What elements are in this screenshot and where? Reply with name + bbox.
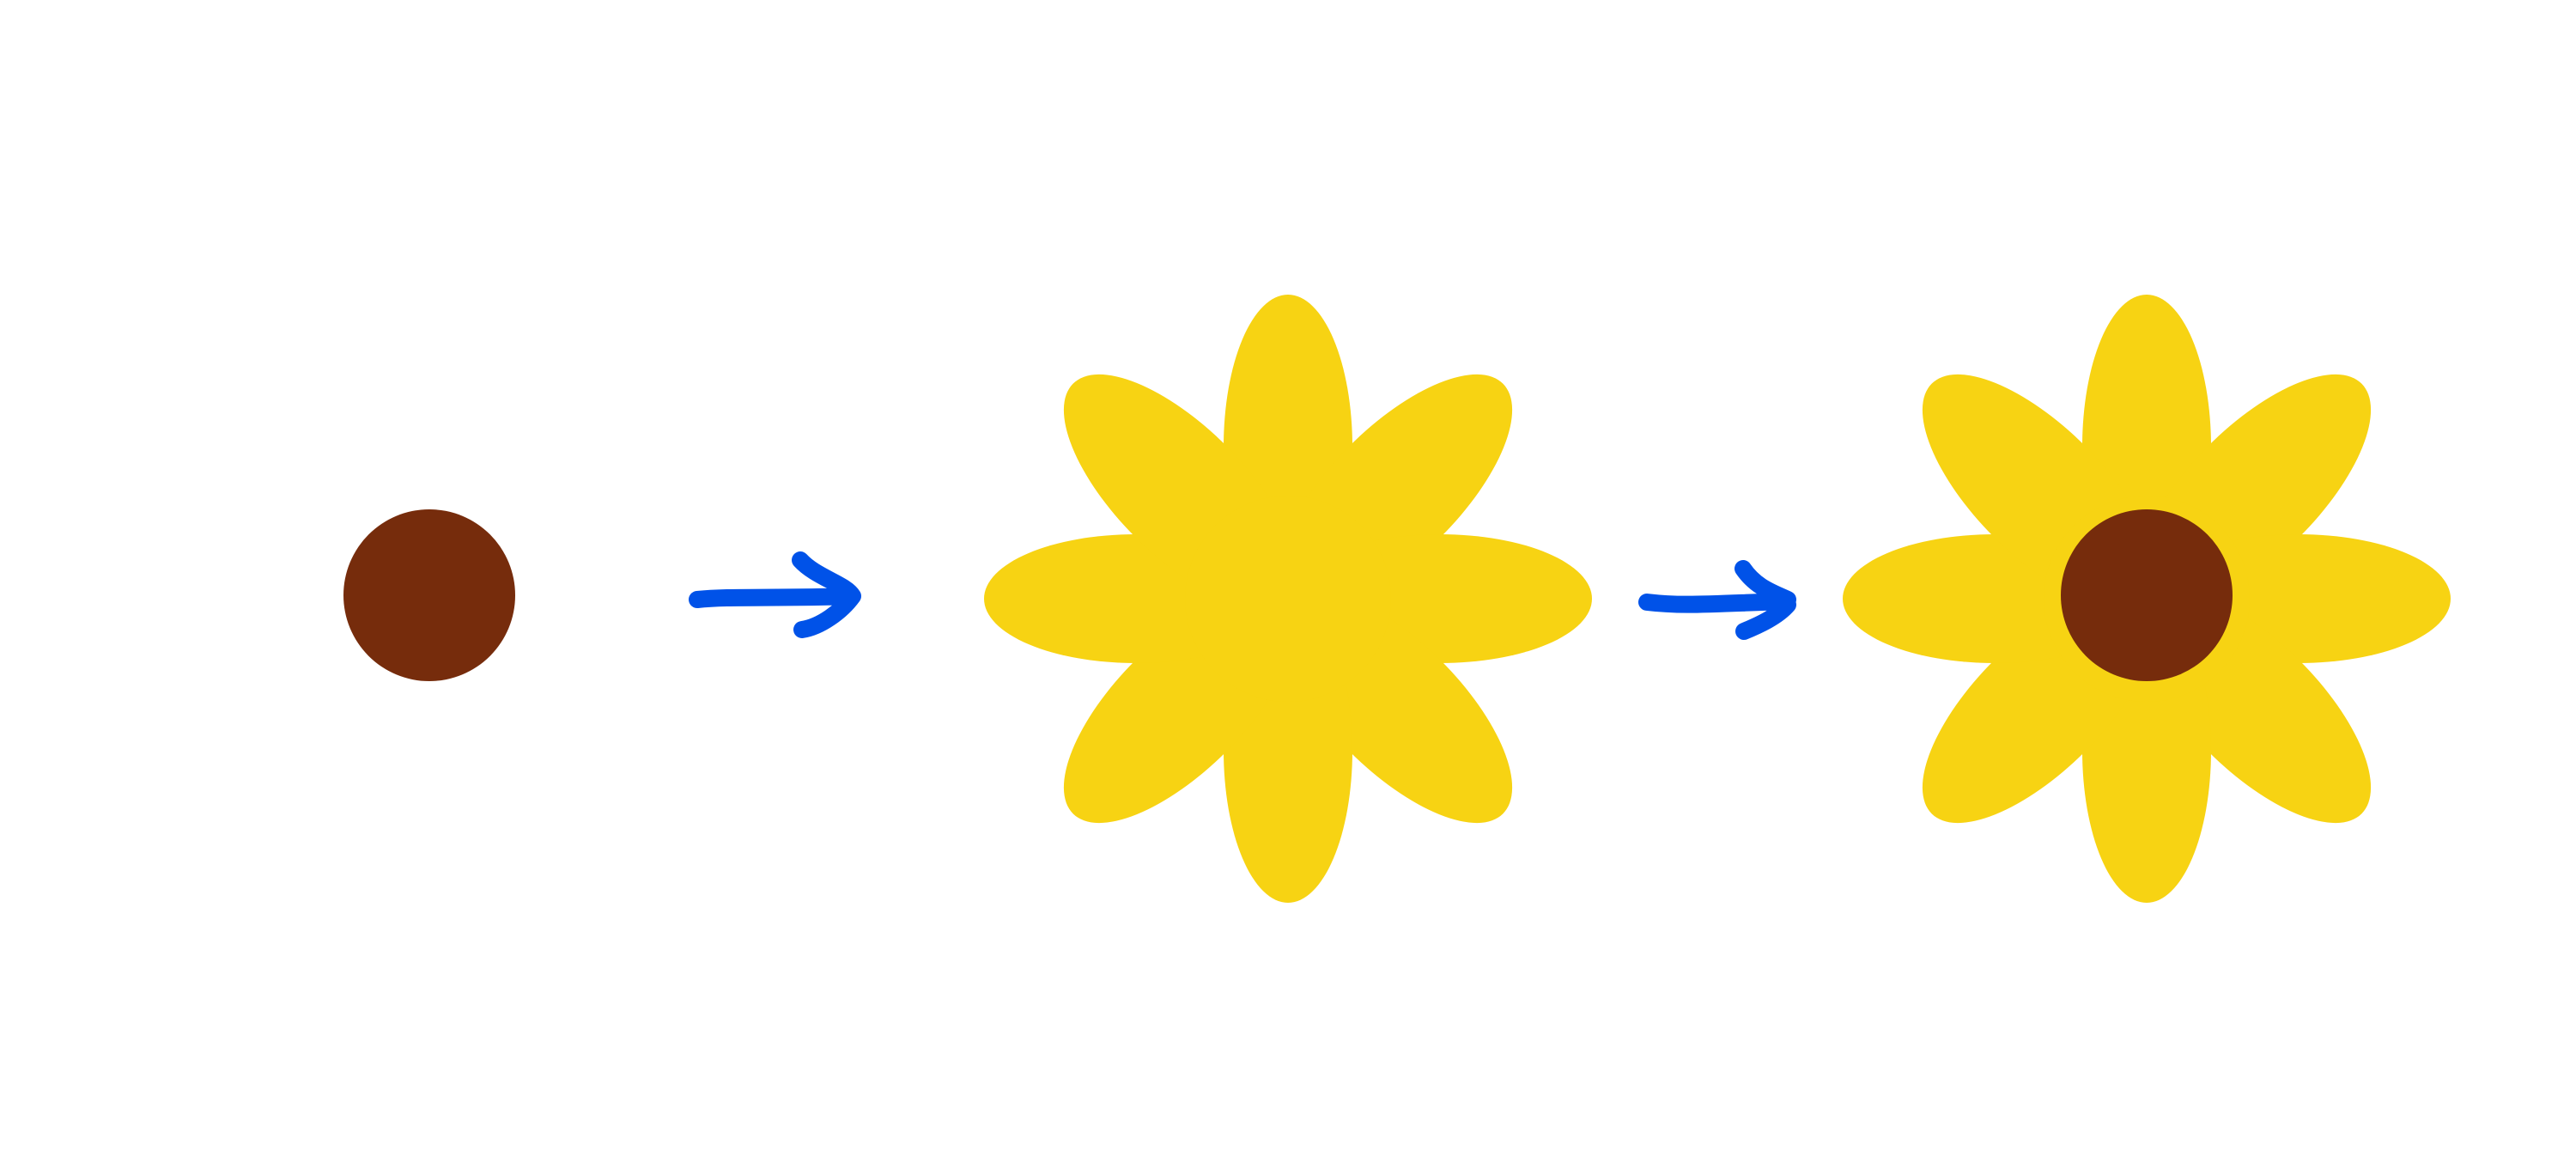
arrow-right-icon — [1638, 560, 1796, 640]
center-disc — [343, 509, 515, 681]
arrow-right-icon — [689, 551, 861, 638]
arrow-1 — [689, 551, 861, 638]
petal-hub — [1185, 496, 1391, 702]
center-disc — [2061, 509, 2233, 681]
step-flower — [1843, 295, 2451, 903]
arrow-2 — [1638, 560, 1796, 640]
step-center — [343, 509, 515, 681]
petal-ring — [984, 295, 1592, 903]
step-petals — [984, 295, 1592, 903]
